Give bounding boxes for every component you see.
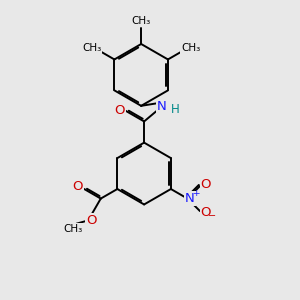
Text: O: O — [201, 178, 211, 191]
Text: O: O — [86, 214, 96, 227]
Text: N: N — [185, 192, 195, 205]
Text: CH₃: CH₃ — [82, 44, 101, 53]
Text: +: + — [192, 189, 200, 198]
Text: O: O — [73, 180, 83, 193]
Text: −: − — [208, 212, 216, 221]
Text: N: N — [157, 100, 167, 113]
Text: CH₃: CH₃ — [63, 224, 82, 234]
Text: CH₃: CH₃ — [131, 16, 151, 26]
Text: CH₃: CH₃ — [181, 44, 200, 53]
Text: O: O — [201, 206, 211, 219]
Text: O: O — [114, 104, 124, 117]
Text: H: H — [171, 103, 180, 116]
